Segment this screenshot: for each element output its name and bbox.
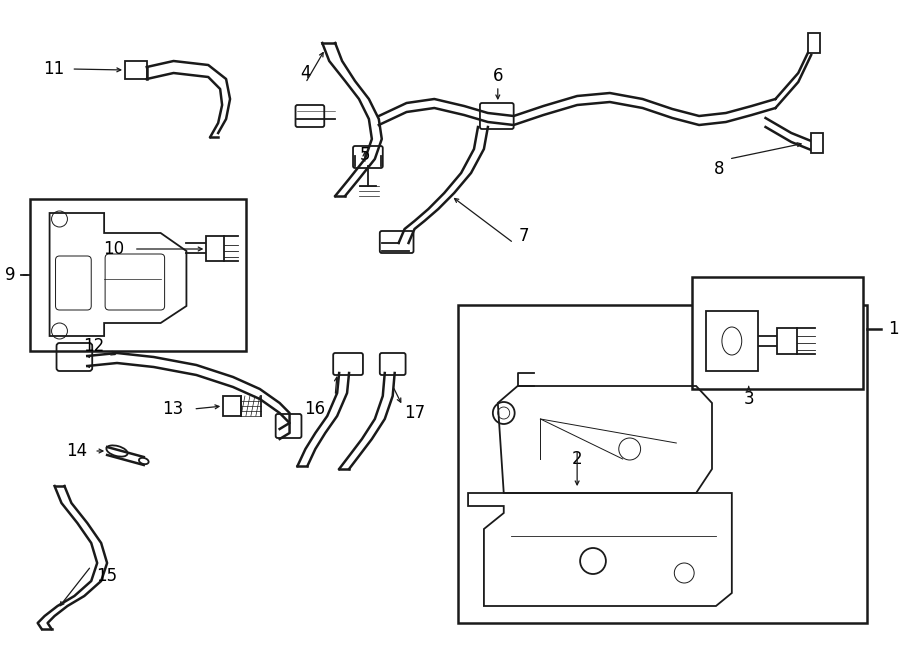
Bar [30,199,246,351]
Text: 17: 17 [405,404,426,422]
Bar [223,396,241,416]
Text: 2: 2 [572,450,582,468]
Bar [125,61,147,79]
Text: 7: 7 [518,227,529,245]
Text: 8: 8 [714,160,724,178]
Text: 11: 11 [43,60,65,78]
Bar [206,236,224,261]
Text: 13: 13 [162,400,184,418]
Text: 1: 1 [888,320,899,338]
Text: 10: 10 [103,240,124,258]
Bar [778,328,797,354]
Text: 6: 6 [492,67,503,85]
Bar [692,277,863,389]
Text: 3: 3 [743,390,754,408]
Text: 9: 9 [5,266,16,284]
Text: 4: 4 [301,64,310,82]
Text: 16: 16 [304,400,325,418]
FancyBboxPatch shape [706,311,758,371]
Bar [808,33,820,53]
Text: 14: 14 [66,442,87,460]
Bar [811,133,824,153]
Text: 5: 5 [360,146,370,164]
Bar [458,305,867,623]
Text: 15: 15 [96,567,118,585]
Text: 12: 12 [83,337,104,355]
